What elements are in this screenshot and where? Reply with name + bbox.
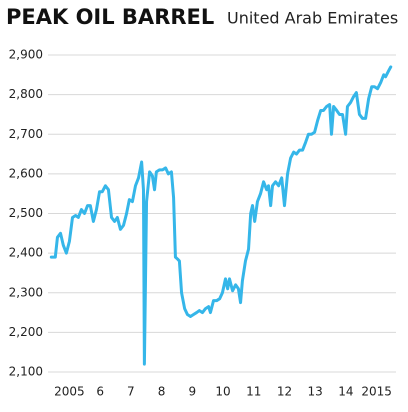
y-tick-label: 2,600 — [9, 166, 43, 180]
chart-subtitle: United Arab Emirates — [227, 9, 398, 28]
x-tick-label: 2005 — [54, 385, 85, 399]
y-tick-label: 2,900 — [9, 48, 43, 62]
data-line — [49, 65, 393, 366]
x-tick-label: 13 — [308, 385, 323, 399]
x-tick-label: 2015 — [361, 385, 392, 399]
x-tick-label: 6 — [96, 385, 104, 399]
y-tick-label: 2,400 — [9, 246, 43, 260]
y-tick-label: 2,200 — [9, 325, 43, 339]
x-tick-label: 10 — [215, 385, 230, 399]
x-tick-label: 11 — [246, 385, 261, 399]
x-tick-label: 12 — [277, 385, 292, 399]
x-tick-label: 9 — [188, 385, 196, 399]
x-tick-label: 7 — [127, 385, 135, 399]
y-tick-label: 2,100 — [9, 365, 43, 379]
y-tick-label: 2,700 — [9, 127, 43, 141]
x-tick-label: 8 — [158, 385, 166, 399]
chart-title: PEAK OIL BARREL — [6, 5, 214, 29]
x-tick-label: 14 — [338, 385, 353, 399]
y-tick-label: 2,300 — [9, 285, 43, 299]
y-tick-label: 2,800 — [9, 87, 43, 101]
y-tick-label: 2,500 — [9, 206, 43, 220]
